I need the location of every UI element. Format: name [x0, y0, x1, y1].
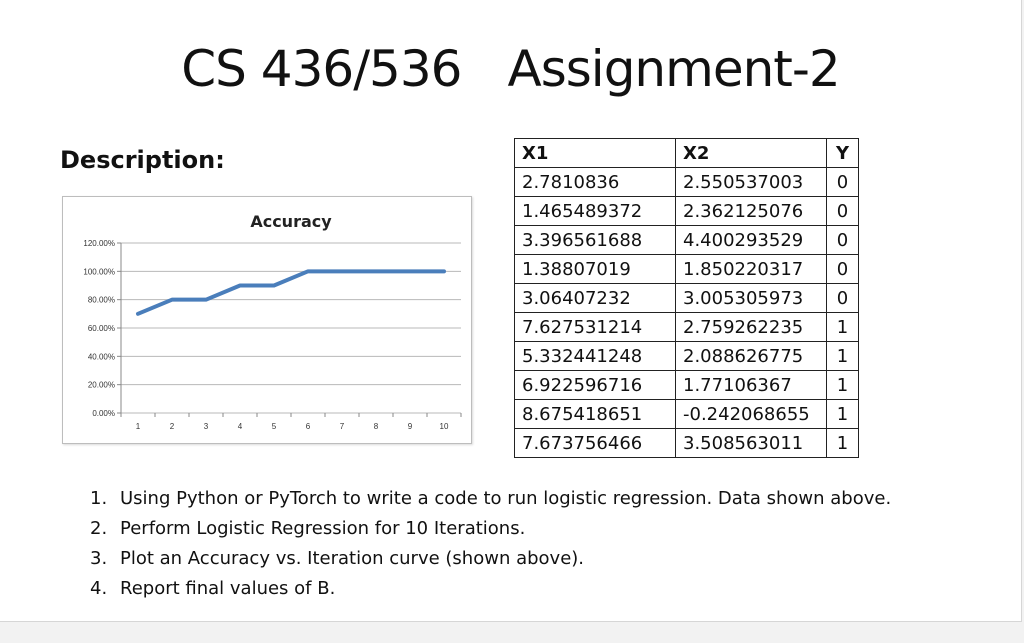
slide-title: CS 436/536 Assignment-2: [0, 40, 1021, 98]
cell-x1: 1.38807019: [514, 254, 676, 284]
accuracy-chart: Accuracy 0.00% 20.00% 40.00% 60.00% 80.00% 100…: [62, 196, 472, 444]
x-tick-label: 6: [306, 422, 311, 431]
cell-y: 1: [825, 428, 860, 458]
cell-x2: 3.508563011: [675, 428, 827, 458]
table-row: 3.06407232 3.005305973 0: [514, 283, 860, 313]
cell-x1: 6.922596716: [514, 370, 676, 400]
x-tick-label: 7: [340, 422, 345, 431]
table-row: 7.673756466 3.508563011 1: [514, 428, 860, 458]
cell-y: 0: [825, 225, 860, 255]
cell-x1: 3.06407232: [514, 283, 676, 313]
x-tick-label: 10: [440, 422, 449, 431]
chart-canvas: Accuracy 0.00% 20.00% 40.00% 60.00% 80.00% 100…: [83, 212, 462, 431]
course-code: CS 436/536: [181, 40, 462, 98]
cell-x2: 2.759262235: [675, 312, 827, 342]
x-tick-label: 1: [136, 422, 141, 431]
cell-y: 0: [825, 283, 860, 313]
x-tick-label: 9: [408, 422, 413, 431]
task-item: 4. Report final values of B.: [90, 574, 891, 604]
task-text: Perform Logistic Regression for 10 Itera…: [120, 518, 526, 539]
cell-x1: 1.465489372: [514, 196, 676, 226]
header-x2: X2: [675, 138, 827, 168]
cell-x1: 2.7810836: [514, 167, 676, 197]
y-tick-label: 60.00%: [88, 324, 115, 333]
y-tick-label: 80.00%: [88, 296, 115, 305]
cell-y: 1: [825, 312, 860, 342]
x-tick-label: 8: [374, 422, 379, 431]
table-header-row: X1 X2 Y: [514, 138, 860, 168]
header-y: Y: [825, 138, 860, 168]
table-row: 1.38807019 1.850220317 0: [514, 254, 860, 284]
x-tick-label: 3: [204, 422, 209, 431]
cell-x2: 2.362125076: [675, 196, 827, 226]
slide: CS 436/536 Assignment-2 Description: Accu…: [0, 0, 1022, 622]
cell-y: 0: [825, 254, 860, 284]
assignment-name: Assignment-2: [507, 40, 841, 98]
cell-x2: 4.400293529: [675, 225, 827, 255]
y-tick-label: 40.00%: [88, 352, 115, 361]
task-item: 1. Using Python or PyTorch to write a cod…: [90, 484, 891, 514]
cell-x2: -0.242068655: [675, 399, 827, 429]
cell-y: 1: [825, 341, 860, 371]
cell-x2: 3.005305973: [675, 283, 827, 313]
description-heading: Description:: [60, 146, 225, 174]
cell-x1: 5.332441248: [514, 341, 676, 371]
table-row: 8.675418651 -0.242068655 1: [514, 399, 860, 429]
task-list: 1. Using Python or PyTorch to write a cod…: [90, 484, 891, 604]
chart-title: Accuracy: [250, 212, 332, 231]
cell-x2: 2.088626775: [675, 341, 827, 371]
accuracy-series-line: [136, 269, 446, 316]
cell-x2: 2.550537003: [675, 167, 827, 197]
cell-x2: 1.77106367: [675, 370, 827, 400]
x-tick-label: 2: [170, 422, 175, 431]
y-tick-label: 120.00%: [83, 239, 115, 248]
cell-x1: 7.627531214: [514, 312, 676, 342]
cell-y: 0: [825, 167, 860, 197]
cell-x1: 8.675418651: [514, 399, 676, 429]
table-row: 3.396561688 4.400293529 0: [514, 225, 860, 255]
task-text: Report final values of B.: [120, 578, 336, 599]
task-text: Plot an Accuracy vs. Iteration curve (sh…: [120, 548, 585, 569]
x-tick-label: 5: [272, 422, 277, 431]
cell-y: 1: [825, 399, 860, 429]
table-row: 6.922596716 1.77106367 1: [514, 370, 860, 400]
table-row: 1.465489372 2.362125076 0: [514, 196, 860, 226]
task-item: 3. Plot an Accuracy vs. Iteration curve (…: [90, 544, 891, 574]
cell-x1: 3.396561688: [514, 225, 676, 255]
task-number: 2.: [90, 518, 108, 539]
table-row: 2.7810836 2.550537003 0: [514, 167, 860, 197]
x-tick-label: 4: [238, 422, 243, 431]
data-table: X1 X2 Y 2.7810836 2.550537003 0 1.465489372…: [514, 138, 860, 458]
task-text: Using Python or PyTorch to write a code …: [120, 488, 892, 509]
task-number: 3.: [90, 548, 108, 569]
cell-x1: 7.673756466: [514, 428, 676, 458]
cell-y: 1: [825, 370, 860, 400]
header-x1: X1: [514, 138, 676, 168]
task-item: 2. Perform Logistic Regression for 10 Ite…: [90, 514, 891, 544]
table-row: 7.627531214 2.759262235 1: [514, 312, 860, 342]
y-tick-label: 20.00%: [88, 381, 115, 390]
y-tick-label: 100.00%: [83, 267, 115, 276]
table-row: 5.332441248 2.088626775 1: [514, 341, 860, 371]
task-number: 1.: [90, 488, 108, 509]
y-tick-label: 0.00%: [92, 409, 115, 418]
cell-x2: 1.850220317: [675, 254, 827, 284]
task-number: 4.: [90, 578, 108, 599]
cell-y: 0: [825, 196, 860, 226]
